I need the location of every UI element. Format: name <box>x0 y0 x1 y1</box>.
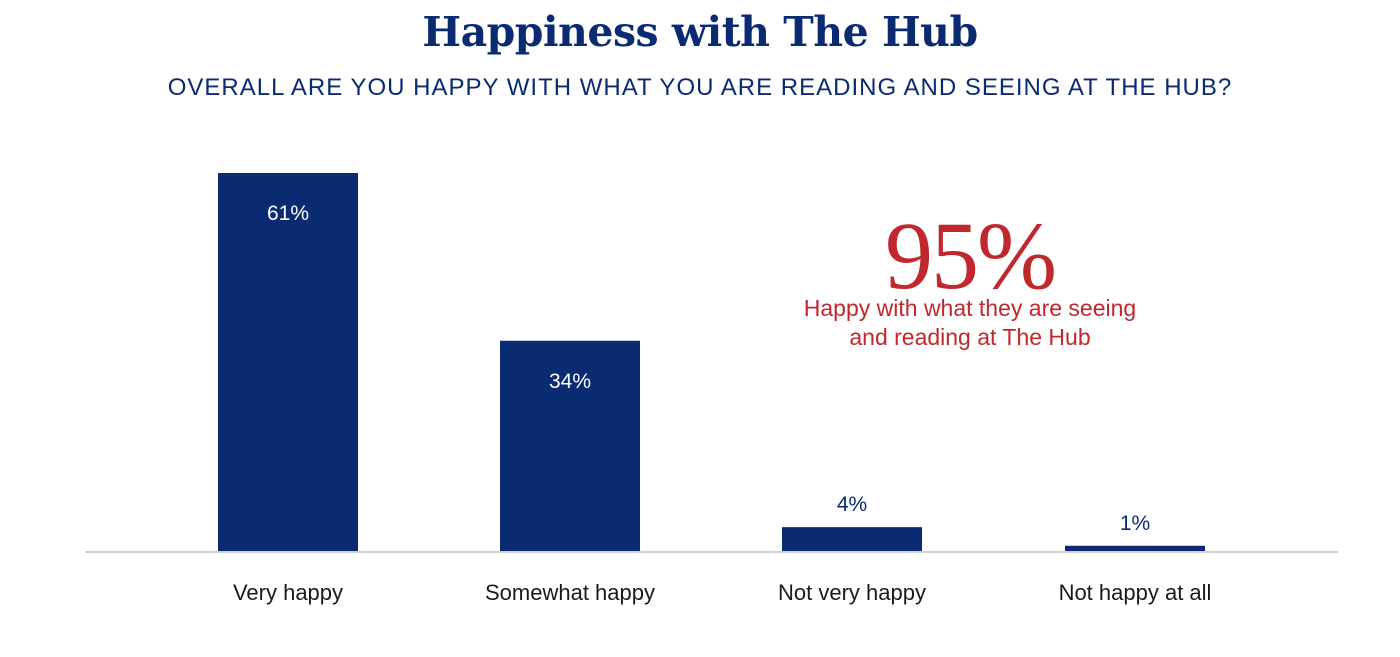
data-labels-group: 61% 34% 4% 1% <box>267 202 1150 535</box>
bar-4 <box>1065 545 1205 552</box>
annotation-callout: 95% Happy with what they are seeing and … <box>770 208 1170 352</box>
data-label-1: 61% <box>267 202 309 225</box>
data-label-4: 1% <box>1120 512 1150 535</box>
annotation-text: Happy with what they are seeing and read… <box>803 295 1137 350</box>
category-label-1: Very happy <box>233 580 343 605</box>
category-label-4: Not happy at all <box>1059 580 1212 605</box>
category-labels-group: Very happy Somewhat happy Not very happy No… <box>233 580 1211 605</box>
data-label-2: 34% <box>549 370 591 393</box>
annotation-value: 95% <box>885 202 1057 309</box>
bars-group <box>218 173 1205 552</box>
chart-subtitle: OVERALL ARE YOU HAPPY WITH WHAT YOU ARE … <box>167 74 1233 101</box>
bar-2 <box>500 340 640 552</box>
category-label-2: Somewhat happy <box>485 580 655 605</box>
bar-1 <box>218 173 358 552</box>
chart-title: Happiness with The Hub <box>422 8 978 56</box>
bar-3 <box>782 527 922 552</box>
category-label-3: Not very happy <box>778 580 926 605</box>
data-label-3: 4% <box>837 493 867 516</box>
